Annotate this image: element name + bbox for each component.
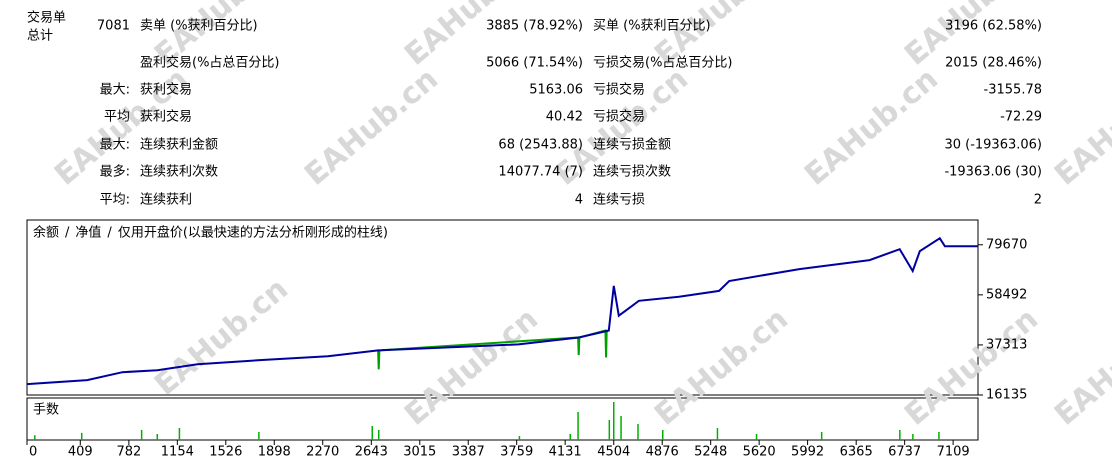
x-tick-label: 5992 [791, 445, 824, 460]
y-tick-label: 37313 [986, 337, 1027, 352]
y-tick-label: 16135 [986, 388, 1027, 403]
stat-label: 卖单 (%获利百分比) [140, 19, 258, 34]
stat-prefix: 平均: [100, 193, 130, 208]
x-tick-label: 7109 [937, 445, 970, 460]
series-line [26, 236, 978, 386]
stat-value: 5163.06 [529, 83, 583, 98]
x-tick-label: 3015 [403, 445, 436, 460]
stat-label: 连续获利次数 [140, 164, 218, 180]
stat-value: 2015 (28.46%) [945, 56, 1042, 71]
chart-subtitle: 仅用开盘价(以最快速的方法分析刚形成的柱线) [118, 225, 388, 241]
stat-label: 连续获利金额 [140, 137, 218, 153]
stat-value: 4 [575, 193, 583, 208]
x-tick-label: 2643 [355, 445, 388, 460]
stat-value: 40.42 [546, 110, 583, 125]
x-tick-label: 4131 [549, 445, 582, 460]
stat-prefix: 平均 [104, 110, 130, 125]
volume-title: 手数 [33, 403, 59, 418]
stat-label: 总计 [27, 29, 53, 44]
x-tick-label: 4876 [646, 445, 679, 460]
watermark: EAHub.cn [1048, 302, 1112, 433]
x-tick-label: 1898 [258, 445, 291, 460]
stat-label: 连续亏损次数 [593, 164, 671, 180]
stat-label: 连续获利 [140, 192, 192, 208]
stat-value: 30 (-19363.06) [944, 138, 1042, 153]
stat-label: 亏损交易 [593, 109, 645, 125]
x-tick-label: 3759 [500, 445, 533, 460]
stat-value: -19363.06 (30) [944, 165, 1042, 180]
stat-label: 亏损交易 [593, 82, 645, 98]
legend-separator: / [107, 226, 112, 241]
series-line [377, 329, 608, 370]
x-tick-label: 5248 [694, 445, 727, 460]
stat-value: -3155.78 [984, 83, 1042, 98]
legend-entry: 余额 [33, 225, 59, 241]
y-tick-label: 58492 [986, 287, 1027, 302]
x-tick-label: 5620 [743, 445, 776, 460]
stat-value: 5066 (71.54%) [486, 56, 583, 71]
x-tick-label: 1526 [209, 445, 242, 460]
stat-label: 亏损交易(%占总百分比) [593, 55, 733, 71]
stat-value: 3885 (78.92%) [486, 19, 583, 34]
watermark: EAHub.cn [298, 62, 445, 193]
x-tick-label: 2270 [306, 445, 339, 460]
legend-separator: / [65, 226, 70, 241]
x-tick-label: 782 [116, 445, 141, 460]
stat-value: 2 [1034, 193, 1042, 208]
y-tick-label: 79670 [986, 237, 1027, 252]
stat-prefix: 最多: [100, 164, 130, 180]
x-tick-label: 3387 [452, 445, 485, 460]
stat-prefix: 最大: [100, 83, 130, 98]
stat-label: 买单 (%获利百分比) [593, 19, 711, 34]
x-tick-label: 6365 [840, 445, 873, 460]
stat-prefix: 最大: [100, 138, 130, 153]
watermark: EAHub.cn [1048, 62, 1112, 193]
stat-value: 7081 [97, 19, 130, 34]
watermark: EAHub.cn [798, 62, 945, 193]
legend-entry: 净值 [75, 225, 101, 241]
x-tick-label: 6737 [888, 445, 921, 460]
stat-label: 获利交易 [140, 109, 192, 125]
stat-value: 68 (2543.88) [498, 138, 583, 153]
stat-label: 连续亏损 [593, 192, 645, 208]
volume-frame [26, 397, 979, 441]
stat-label: 获利交易 [140, 82, 192, 98]
stat-label: 盈利交易(%占总百分比) [140, 55, 280, 71]
stat-value: 14077.74 (7) [498, 165, 583, 180]
x-tick-label: 4504 [597, 445, 630, 460]
stat-value: 3196 (62.58%) [945, 19, 1042, 34]
stat-label: 连续亏损金额 [593, 137, 671, 153]
x-tick-label: 0 [29, 445, 37, 460]
stat-value: -72.29 [1000, 110, 1042, 125]
x-tick-label: 409 [68, 445, 93, 460]
x-tick-label: 1154 [161, 445, 194, 460]
stat-label: 交易单 [27, 10, 66, 26]
